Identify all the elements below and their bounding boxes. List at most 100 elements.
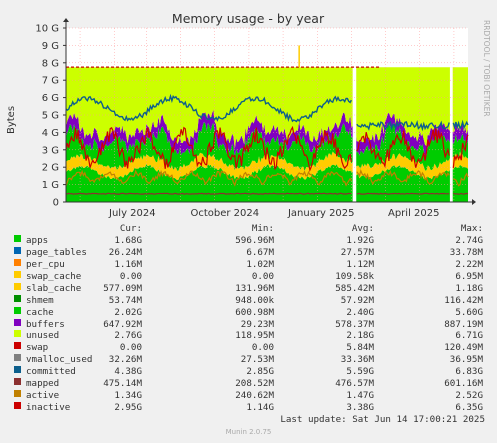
legend-cur: 2.76G: [114, 330, 142, 342]
legend-cur: 26.24M: [108, 246, 142, 258]
line-active: [65, 168, 469, 187]
y-tick-label: 1 G: [42, 180, 59, 191]
legend-swatch: [14, 258, 21, 266]
header-min: Min:: [251, 223, 274, 234]
y-tick-labels: 0 1 G 2 G 3 G 4 G 5 G 6 G 7 G 8 G 9 G 10 G: [35, 24, 66, 209]
legend-min: 240.62M: [235, 390, 274, 402]
legend-max: 601.16M: [444, 378, 483, 390]
x-tick-label: October 2024: [190, 208, 259, 219]
legend-min: 208.52M: [235, 378, 274, 390]
legend-cur: 1.34G: [114, 390, 142, 402]
legend-row-mapped: mapped 475.14M 208.52M 476.57M 601.16M: [12, 378, 490, 390]
last-update: Last update: Sat Jun 14 17:00:21 2025: [280, 414, 485, 425]
legend-swatch: [14, 342, 21, 350]
stacked-areas: [66, 67, 468, 203]
legend-swatch: [14, 402, 21, 410]
y-tick-label: 5 G: [42, 111, 59, 122]
legend-cur: 1.68G: [114, 234, 142, 246]
legend-row-committed: committed 4.38G 2.85G 5.59G 6.83G: [12, 366, 490, 378]
legend-name: shmem: [26, 294, 54, 306]
x-tick-label: January 2025: [287, 208, 355, 219]
legend-max: 6.83G: [455, 366, 483, 378]
legend-max: 6.71G: [455, 330, 483, 342]
legend-swatch: [14, 270, 21, 278]
legend-swatch: [14, 366, 21, 374]
legend-name: inactive: [26, 402, 71, 414]
line-inactive: [65, 125, 469, 173]
legend-cur: 647.92M: [103, 318, 142, 330]
legend-min: 0.00: [251, 270, 274, 282]
legend-name: page_tables: [26, 246, 87, 258]
legend-swatch: [14, 330, 21, 338]
legend-cur: 4.38G: [114, 366, 142, 378]
legend-max: 116.42M: [444, 294, 483, 306]
legend-avg: 5.84M: [346, 342, 374, 354]
legend: Cur: Min: Avg: Max: apps 1.68G 596.96M 1.92…: [12, 223, 490, 414]
legend-avg: 1.12M: [346, 258, 374, 270]
legend-avg: 57.92M: [340, 294, 374, 306]
legend-avg: 3.38G: [346, 402, 374, 414]
y-tick-label: 10 G: [35, 24, 59, 35]
legend-name: apps: [26, 234, 49, 246]
legend-max: 6.35G: [455, 402, 483, 414]
legend-max: 36.95M: [449, 354, 483, 366]
legend-cur: 475.14M: [103, 378, 142, 390]
legend-name: buffers: [26, 318, 65, 330]
legend-avg: 476.57M: [335, 378, 374, 390]
rrdtool-credit: RRDTOOL / TOBI OETIKER: [482, 20, 491, 117]
legend-min: 131.96M: [235, 282, 274, 294]
header-max: Max:: [460, 223, 483, 234]
legend-swatch: [14, 354, 21, 362]
axes: [63, 18, 476, 205]
legend-swatch: [14, 378, 21, 386]
legend-max: 2.52G: [455, 390, 483, 402]
legend-row-slab_cache: slab_cache 577.09M 131.96M 585.42M 1.18G: [12, 282, 490, 295]
legend-min: 29.23M: [240, 318, 274, 330]
munin-version: Munin 2.0.75: [225, 428, 272, 436]
y-tick-label: 9 G: [42, 41, 59, 52]
legend-min: 118.95M: [235, 330, 274, 342]
legend-row-apps: apps 1.68G 596.96M 1.92G 2.74G: [12, 234, 490, 247]
legend-min: 596.96M: [235, 234, 274, 246]
legend-swatch: [14, 390, 21, 398]
legend-row-active: active 1.34G 240.62M 1.47G 2.52G: [12, 390, 490, 402]
legend-cur: 53.74M: [108, 294, 142, 306]
legend-cur: 0.00: [119, 342, 142, 354]
area-buffers: [66, 109, 468, 158]
legend-max: 120.49M: [444, 342, 483, 354]
area-slab_cache: [66, 151, 468, 181]
data-gap-1: [449, 67, 453, 203]
legend-name: mapped: [26, 378, 60, 390]
legend-row-swap: swap 0.00 0.00 5.84M 120.49M: [12, 342, 490, 354]
legend-avg: 33.36M: [340, 354, 374, 366]
legend-avg: 27.57M: [340, 246, 374, 258]
legend-avg: 5.59G: [346, 366, 374, 378]
legend-name: active: [26, 390, 60, 402]
legend-avg: 2.18G: [346, 330, 374, 342]
legend-name: unused: [26, 330, 60, 342]
x-tick-label: July 2024: [108, 208, 156, 219]
legend-row-cache: cache 2.02G 600.98M 2.40G 5.60G: [12, 306, 490, 319]
y-axis-arrow: [63, 18, 69, 22]
legend-row-vmalloc_used: vmalloc_used 32.26M 27.53M 33.36M 36.95M: [12, 354, 490, 366]
legend-cur: 0.00: [119, 270, 142, 282]
legend-max: 5.60G: [455, 306, 483, 318]
legend-avg: 1.92G: [346, 234, 374, 246]
legend-max: 33.78M: [449, 246, 483, 258]
legend-name: cache: [26, 306, 54, 318]
legend-max: 887.19M: [444, 318, 483, 330]
legend-row-inactive: inactive 2.95G 1.14G 3.38G 6.35G: [12, 402, 490, 414]
legend-swatch: [14, 294, 21, 302]
legend-row-buffers: buffers 647.92M 29.23M 578.37M 887.19M: [12, 318, 490, 331]
legend-avg: 585.42M: [335, 282, 374, 294]
legend-swatch: [14, 282, 21, 290]
legend-min: 1.14G: [246, 402, 274, 414]
legend-max: 2.74G: [455, 234, 483, 246]
legend-swatch: [14, 234, 21, 242]
legend-min: 6.67M: [246, 246, 274, 258]
legend-header: Cur: Min: Avg: Max:: [12, 223, 490, 235]
legend-min: 1.02M: [246, 258, 274, 270]
line-series: [65, 45, 469, 195]
legend-name: slab_cache: [26, 282, 82, 294]
x-axis-arrow: [472, 199, 476, 205]
